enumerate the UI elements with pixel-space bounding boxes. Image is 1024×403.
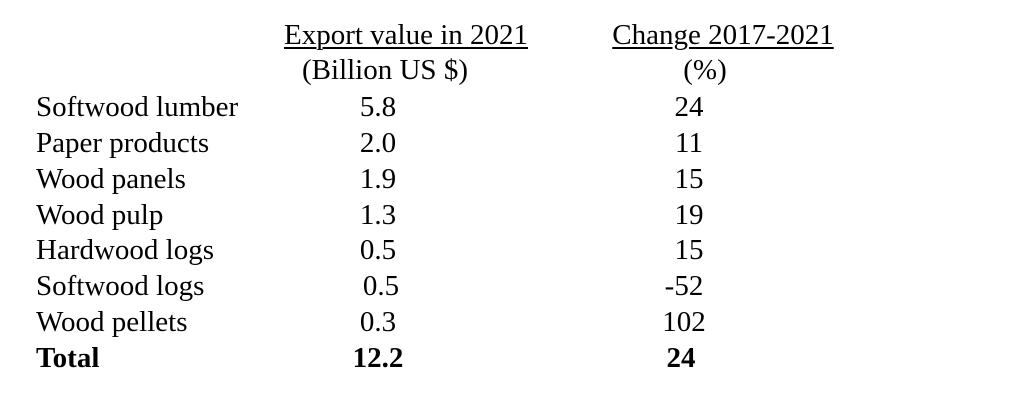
- row-label: Softwood lumber: [36, 91, 239, 123]
- row-change: 24: [674, 91, 704, 123]
- row-value: 2.0: [359, 127, 397, 159]
- total-label: Total: [36, 342, 100, 374]
- row-change: 102: [662, 306, 706, 338]
- row-value: 0.5: [359, 234, 397, 266]
- header-change-unit: (%): [683, 54, 727, 86]
- row-change: -52: [664, 270, 704, 302]
- row-change: 19: [674, 199, 704, 231]
- row-label: Paper products: [36, 127, 210, 159]
- row-change: 11: [675, 127, 703, 159]
- row-value: 1.3: [359, 199, 397, 231]
- row-value: 5.8: [359, 91, 397, 123]
- row-change: 15: [674, 163, 704, 195]
- row-label: Wood pulp: [36, 199, 164, 231]
- total-change: 24: [666, 342, 696, 374]
- row-label: Softwood logs: [36, 270, 205, 302]
- row-value: 1.9: [359, 163, 397, 195]
- row-value: 0.3: [359, 306, 397, 338]
- row-value: 0.5: [362, 270, 400, 302]
- header-change: Change 2017-2021: [612, 19, 834, 51]
- row-change: 15: [674, 234, 704, 266]
- row-label: Wood panels: [36, 163, 186, 195]
- header-export-unit: (Billion US $): [302, 54, 468, 86]
- header-export-value: Export value in 2021: [283, 19, 529, 51]
- row-label: Hardwood logs: [36, 234, 215, 266]
- total-value: 12.2: [352, 342, 404, 374]
- row-label: Wood pellets: [36, 306, 188, 338]
